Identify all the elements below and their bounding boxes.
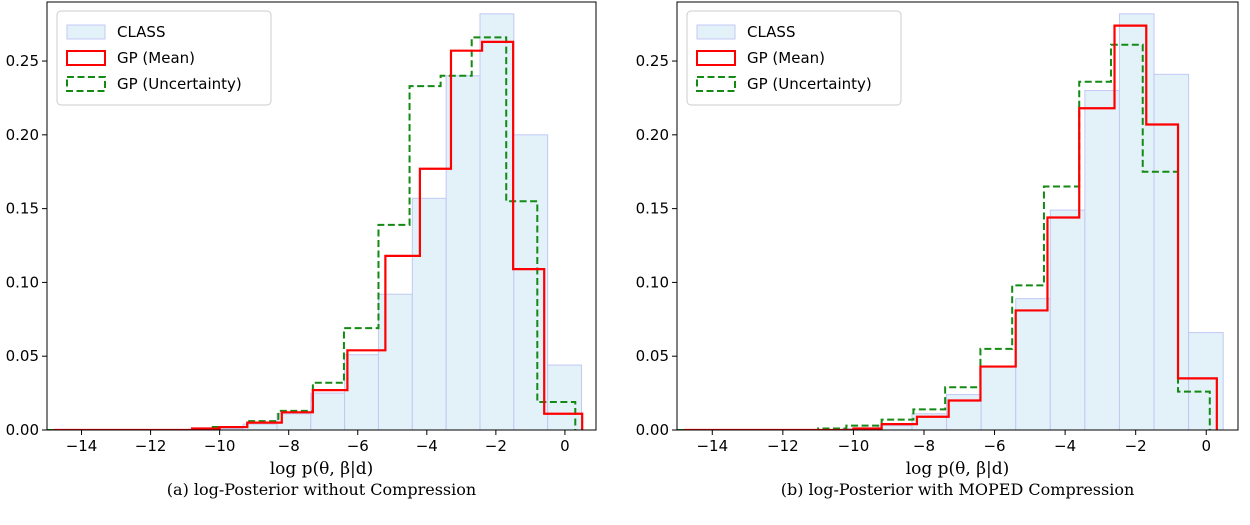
legend-label: GP (Mean) [117, 49, 195, 67]
figure-caption: (b) log-Posterior with MOPED Compression [781, 480, 1135, 499]
y-tick-label: 0.20 [6, 126, 39, 144]
legend-label: CLASS [117, 23, 165, 41]
legend-box [686, 10, 902, 106]
legend: CLASS GP (Mean) GP (Uncertainty) [686, 10, 902, 106]
x-axis-label: log p(θ, β|d) [270, 459, 374, 479]
y-tick-label: 0.00 [636, 421, 669, 439]
class-bar [980, 366, 1017, 430]
legend-label: CLASS [747, 23, 795, 41]
x-tick-label: −10 [204, 437, 236, 455]
legend-class-swatch [696, 24, 736, 40]
legend-gp-uncertainty-swatch [66, 76, 106, 92]
x-tick-label: −14 [696, 437, 728, 455]
x-tick-label: −6 [983, 437, 1005, 455]
class-bar [1049, 209, 1086, 430]
gp-mean-line [684, 24, 1218, 430]
x-tick-label: −4 [416, 437, 438, 455]
class-bar [1153, 73, 1190, 430]
class-bar [547, 364, 582, 430]
gp-mean-line [53, 40, 584, 430]
legend-label: GP (Mean) [747, 49, 825, 67]
y-tick-label: 0.00 [6, 421, 39, 439]
y-tick-label: 0.10 [6, 273, 39, 291]
class-bar [411, 197, 447, 430]
legend: CLASS GP (Mean) GP (Uncertainty) [56, 10, 272, 106]
y-tick-label: 0.15 [636, 200, 669, 218]
class-bar [479, 13, 515, 430]
legend-box [56, 10, 272, 106]
class-bar [310, 392, 346, 430]
y-tick-label: 0.05 [6, 347, 39, 365]
class-bar [344, 354, 379, 430]
x-tick-label: −12 [767, 437, 799, 455]
x-tick-label: −10 [838, 437, 870, 455]
class-bar [1084, 90, 1120, 430]
class-bar [1188, 332, 1224, 430]
y-tick-label: 0.10 [636, 273, 669, 291]
x-tick-label: −14 [66, 437, 98, 455]
figure-caption: (a) log-Posterior without Compression [167, 480, 476, 499]
class-bar [513, 134, 549, 430]
y-tick-label: 0.15 [6, 200, 39, 218]
x-tick-label: −4 [1054, 437, 1076, 455]
x-tick-label: −8 [278, 437, 300, 455]
class-bar [377, 293, 413, 430]
y-tick-label: 0.05 [636, 347, 669, 365]
axes-frame [676, 1, 1239, 431]
x-tick-label: −12 [135, 437, 167, 455]
class-bar [1118, 13, 1155, 430]
chart-panel-1: −14 −12 −10 −8 −6 −4 −2 0 0.00 0.05 0.10 0.15 0.20 0.… [6, 1, 597, 499]
class-bar [1015, 298, 1051, 430]
gp-uncertainty-line [677, 43, 1211, 430]
x-tick-label: −2 [1125, 437, 1147, 455]
legend-gp-mean-swatch [66, 50, 106, 66]
x-tick-label: −2 [485, 437, 507, 455]
x-tick-label: 0 [560, 437, 570, 455]
legend-label: GP (Uncertainty) [747, 75, 872, 93]
x-tick-label: −6 [347, 437, 369, 455]
x-tick-label: 0 [1201, 437, 1211, 455]
legend-label: GP (Uncertainty) [117, 75, 242, 93]
legend-class-swatch [66, 24, 106, 40]
gp-uncertainty-line [47, 36, 577, 430]
y-tick-label: 0.25 [636, 52, 669, 70]
legend-gp-uncertainty-swatch [696, 76, 736, 92]
y-tick-label: 0.25 [6, 52, 39, 70]
x-axis-label: log p(θ, β|d) [906, 459, 1010, 479]
x-tick-label: −8 [913, 437, 935, 455]
y-tick-label: 0.20 [636, 126, 669, 144]
chart-panel-2: −14 −12 −10 −8 −6 −4 −2 0 0.00 0.05 0.10 0.15 0.20 0.… [636, 1, 1239, 499]
plot-area [677, 13, 1224, 430]
plot-area [47, 13, 584, 430]
axes-frame [46, 1, 597, 431]
legend-gp-mean-swatch [696, 50, 736, 66]
